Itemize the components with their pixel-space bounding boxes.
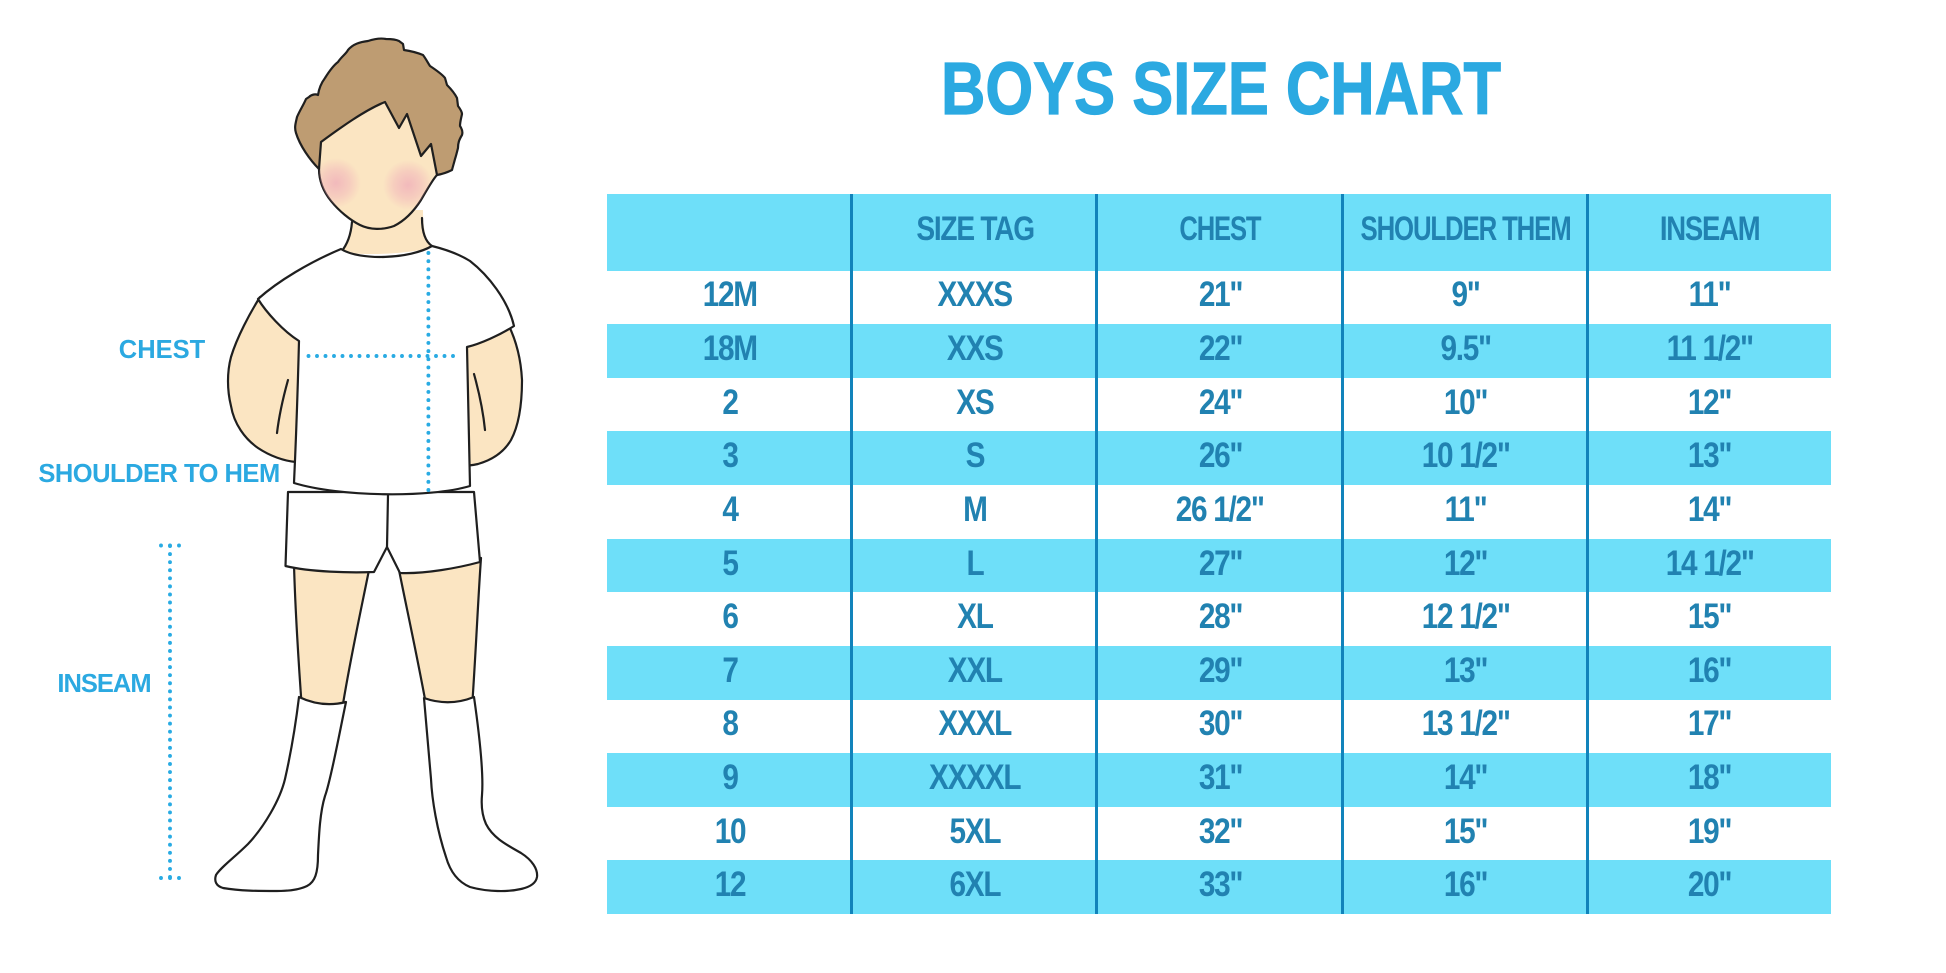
- svg-text:CHEST: CHEST: [119, 336, 206, 364]
- svg-text:SHOULDER TO HEM: SHOULDER TO HEM: [38, 460, 279, 488]
- svg-text:INSEAM: INSEAM: [57, 670, 150, 698]
